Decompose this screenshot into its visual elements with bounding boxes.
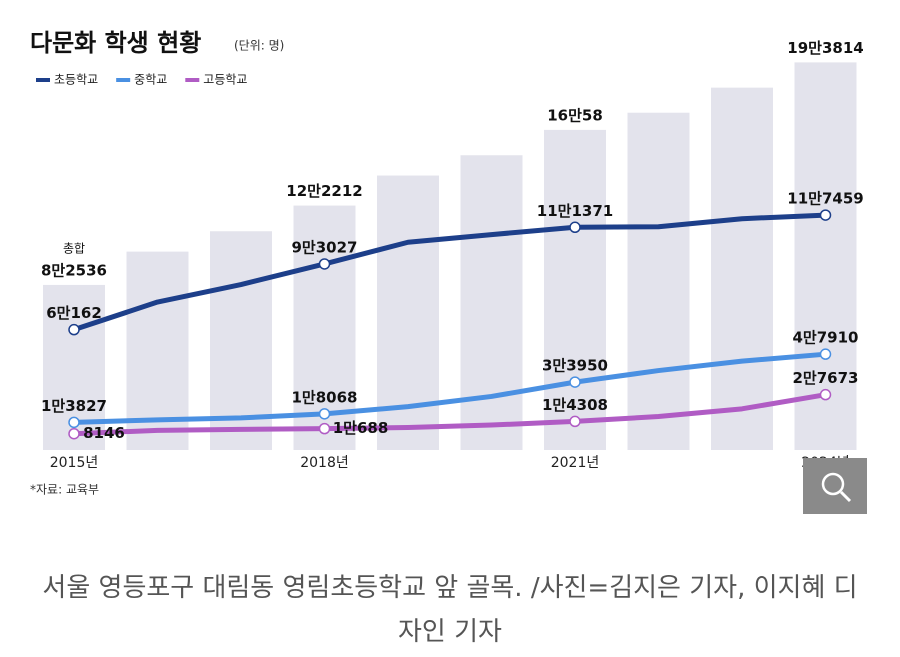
point: [819, 209, 832, 221]
point: [68, 416, 80, 429]
legend-label: 고등학교: [203, 73, 247, 87]
bar: [544, 129, 606, 450]
annotation: 총합: [63, 241, 85, 255]
line: [73, 351, 826, 425]
caption: 서울 영등포구 대림동 영림초등학교 앞 골목. /사진=김지은 기자, 이지혜…: [42, 573, 858, 647]
point: [569, 415, 581, 428]
bar: [460, 155, 523, 450]
point: [819, 388, 832, 401]
point: [318, 408, 331, 420]
legend-label: 초등학교: [54, 73, 98, 87]
point: [318, 422, 331, 435]
point: [569, 376, 581, 388]
bar: [210, 231, 272, 450]
bar-value-label: 8만2536: [41, 261, 107, 279]
x-tick-label: 2021년: [551, 455, 600, 471]
line-value-label: 6만162: [46, 304, 102, 322]
zoom-handle: [839, 490, 852, 503]
x-tick-label: 2018년: [300, 455, 349, 471]
line-value-label: 11만7459: [787, 190, 863, 208]
line-value-label: 1만688: [333, 419, 389, 437]
point: [569, 221, 581, 234]
point: [318, 258, 331, 270]
bar: [711, 87, 773, 451]
line-value-label: 1만8068: [292, 388, 358, 406]
chart: 다문화 학생 현황 (단위: 명) *자료: 교육부 초등학교 중학교 고등학교 20…: [30, 29, 867, 514]
zoom-glass: [821, 472, 845, 496]
line: [73, 392, 826, 437]
x-tick-label: 2015년: [50, 455, 99, 471]
line-value-label: 1만3827: [41, 397, 107, 415]
line-value-label: 2만7673: [793, 369, 859, 387]
bar: [794, 62, 857, 450]
source: *자료: 교육부: [30, 483, 99, 497]
chart-title: 다문화 학생 현황: [30, 29, 201, 57]
line-value-label: 11만1371: [537, 202, 613, 220]
line-value-label: 3만3950: [542, 357, 608, 375]
line-value-label: 4만7910: [793, 329, 859, 347]
bar-value-label: 19만3814: [787, 39, 863, 57]
bar-value-label: 16만58: [547, 106, 603, 124]
zoom-icon[interactable]: [803, 458, 867, 514]
zoom-button[interactable]: [803, 458, 867, 514]
bar: [627, 112, 690, 451]
point: [819, 348, 832, 360]
line-value-label: 8146: [83, 424, 125, 442]
point: [68, 427, 80, 440]
line-value-label: 1만4308: [542, 396, 608, 414]
legend-label: 중학교: [134, 73, 167, 87]
chart-subtitle: (단위: 명): [234, 39, 284, 53]
line-value-label: 9만3027: [292, 238, 358, 256]
line: [73, 212, 826, 333]
bar-value-label: 12만2212: [286, 182, 362, 200]
point: [68, 323, 80, 336]
